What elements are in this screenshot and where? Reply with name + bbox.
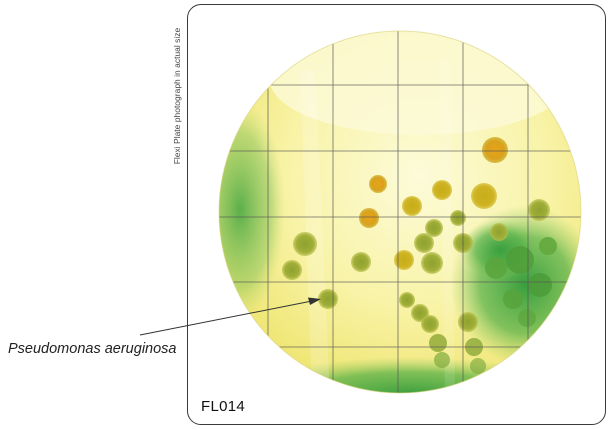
colony (432, 180, 452, 200)
colony-cluster (282, 137, 557, 374)
colony (293, 232, 317, 256)
colony (421, 315, 439, 333)
agar-surface (219, 31, 581, 393)
colony (506, 246, 534, 274)
colony (471, 183, 497, 209)
colony (394, 250, 414, 270)
colony (414, 233, 434, 253)
plate-code-label: FL014 (201, 398, 246, 415)
colony (528, 273, 552, 297)
colony (458, 312, 478, 332)
colony (503, 289, 523, 309)
colony (528, 199, 550, 221)
colony (470, 358, 486, 374)
colony (518, 309, 536, 327)
organism-label: Pseudomonas aeruginosa (8, 341, 177, 357)
colony (539, 237, 557, 255)
colony (421, 252, 443, 274)
colony (482, 137, 508, 163)
colony (399, 292, 415, 308)
colony (490, 223, 508, 241)
colony (450, 210, 466, 226)
colony (485, 257, 507, 279)
petri-dish-rim (218, 30, 582, 394)
colony (425, 219, 443, 237)
pointer-arrow (139, 297, 321, 336)
colony (369, 175, 387, 193)
colony (402, 196, 422, 216)
counting-grid (219, 31, 581, 393)
colony (282, 260, 302, 280)
colony (429, 334, 447, 352)
colony (434, 352, 450, 368)
colony (351, 252, 371, 272)
colony (359, 208, 379, 228)
